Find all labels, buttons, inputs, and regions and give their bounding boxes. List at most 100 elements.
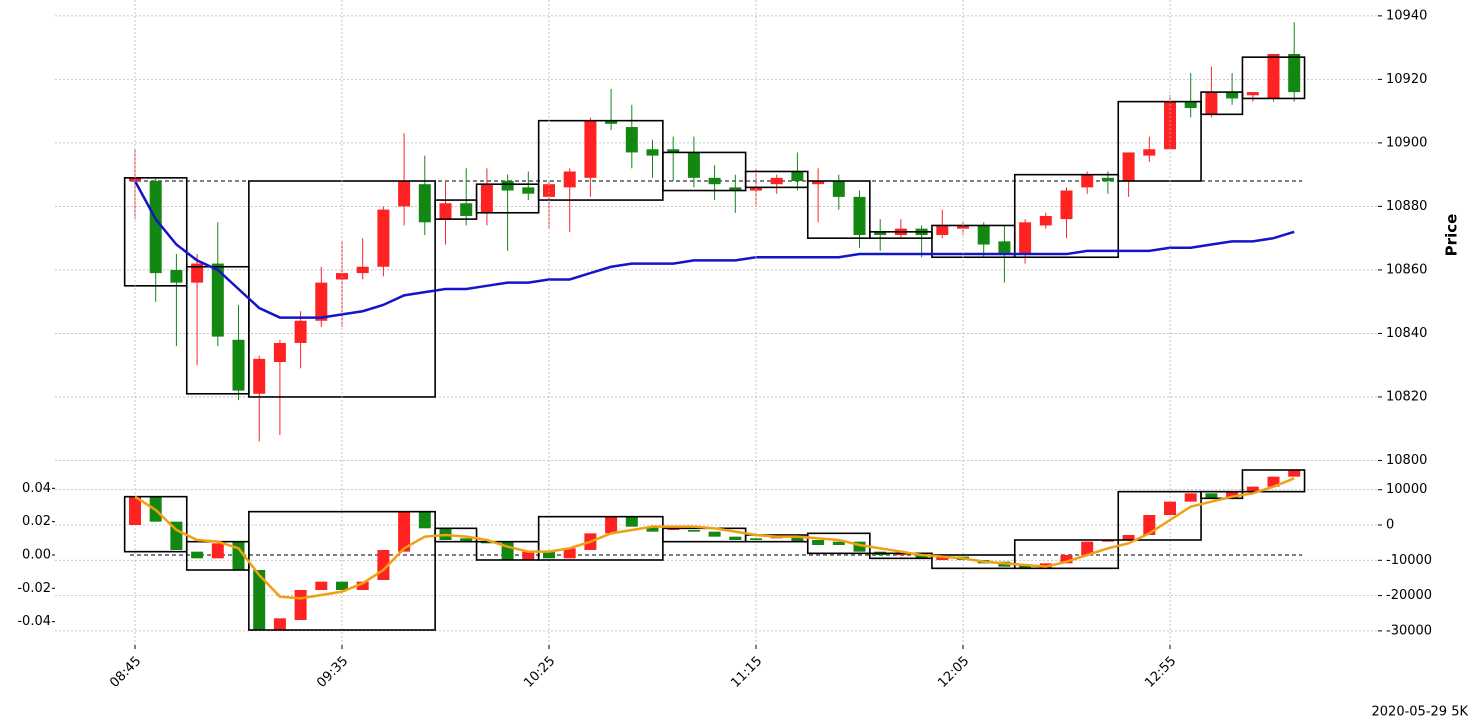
candle-body bbox=[418, 184, 431, 223]
range-box bbox=[1241, 56, 1306, 100]
candle-body bbox=[1205, 92, 1218, 115]
candle-body bbox=[1039, 215, 1052, 226]
candle-body bbox=[501, 541, 514, 560]
candle-body bbox=[646, 149, 659, 156]
indicator-line bbox=[134, 477, 1295, 600]
range-box bbox=[1013, 173, 1120, 259]
candle-body bbox=[543, 551, 555, 559]
candle-body bbox=[1226, 491, 1239, 499]
indicator-line bbox=[133, 180, 1295, 319]
candle-body bbox=[708, 177, 721, 185]
candle-body bbox=[936, 556, 949, 560]
candle-body bbox=[1184, 493, 1197, 502]
x-tick-label: 08:45 bbox=[107, 654, 144, 691]
candle-body bbox=[667, 528, 680, 530]
candle-body bbox=[480, 184, 493, 213]
candle-body bbox=[1081, 174, 1094, 188]
candle-body bbox=[832, 541, 845, 545]
candle-body bbox=[480, 541, 493, 544]
candle-body bbox=[687, 530, 700, 532]
range-box bbox=[123, 495, 188, 553]
candle-body bbox=[936, 225, 949, 235]
candle-body bbox=[791, 171, 804, 182]
candle-body bbox=[957, 225, 969, 229]
candle-body bbox=[977, 225, 990, 245]
y-tick-label: -0.04 bbox=[17, 614, 51, 629]
candle-body bbox=[129, 496, 141, 525]
candle-body bbox=[874, 231, 887, 235]
y2-tick-label: 0 bbox=[1386, 518, 1394, 533]
candle-body bbox=[522, 551, 535, 560]
range-box bbox=[744, 170, 809, 189]
range-box bbox=[662, 151, 747, 192]
candle-body bbox=[998, 241, 1011, 255]
candle-body bbox=[1246, 92, 1259, 96]
y-tick-label: 10940 bbox=[1386, 8, 1427, 23]
candle-body bbox=[1122, 535, 1135, 540]
range-box bbox=[248, 510, 436, 631]
candle-body bbox=[1101, 177, 1114, 182]
y-tick-label: 10800 bbox=[1386, 453, 1427, 468]
range-box bbox=[806, 532, 871, 555]
candle-body bbox=[439, 203, 452, 220]
y2-tick-label: -20000 bbox=[1386, 588, 1432, 603]
range-box bbox=[123, 177, 188, 287]
range-box bbox=[1241, 469, 1306, 493]
y2-tick-label: 10000 bbox=[1386, 482, 1427, 497]
candle-body bbox=[398, 511, 411, 552]
y-tick-label: 0.02 bbox=[22, 514, 51, 529]
candle-body bbox=[625, 516, 638, 527]
y-tick-label: 10880 bbox=[1386, 199, 1427, 214]
candle-body bbox=[253, 358, 266, 394]
candle-body bbox=[315, 282, 328, 321]
range-box bbox=[1117, 490, 1202, 541]
candle-body bbox=[356, 581, 369, 590]
candle-body bbox=[522, 187, 535, 194]
x-tick-label: 09:35 bbox=[314, 654, 351, 691]
candle-body bbox=[625, 127, 638, 153]
range-box bbox=[806, 180, 871, 239]
candle-body bbox=[232, 339, 245, 391]
candle-body bbox=[336, 581, 348, 590]
candle-body bbox=[563, 548, 576, 559]
caption: 2020-05-29 5K bbox=[1372, 705, 1469, 720]
candle-body bbox=[687, 152, 700, 178]
candle-body bbox=[667, 149, 680, 153]
candle-body bbox=[1226, 92, 1239, 99]
y-tick-label: 0.04 bbox=[22, 481, 51, 496]
y-tick-label: 10840 bbox=[1386, 326, 1427, 341]
candle-body bbox=[1267, 53, 1280, 99]
candle-body bbox=[315, 581, 328, 590]
y-axis-label: Price bbox=[1443, 214, 1461, 257]
candle-body bbox=[211, 543, 224, 559]
candle-body bbox=[1184, 101, 1197, 108]
candle-body bbox=[812, 540, 825, 545]
candle-body bbox=[170, 269, 183, 283]
candle-body bbox=[853, 196, 866, 235]
candle-body bbox=[501, 181, 514, 191]
candle-body bbox=[563, 171, 576, 188]
candle-body bbox=[149, 181, 162, 274]
candle-body bbox=[460, 203, 473, 216]
y-tick-label: 10820 bbox=[1386, 389, 1427, 404]
y-tick-label: 10900 bbox=[1386, 135, 1427, 150]
candle-body bbox=[460, 538, 473, 542]
candle-body bbox=[646, 526, 659, 532]
candle-body bbox=[812, 181, 825, 185]
candle-body bbox=[294, 590, 307, 620]
y-tick-label: -0.02 bbox=[17, 581, 51, 596]
candle-body bbox=[1122, 152, 1135, 182]
range-box bbox=[1013, 539, 1120, 570]
candle-body bbox=[543, 184, 555, 197]
x-tick-label: 11:15 bbox=[728, 654, 765, 691]
candle-body bbox=[398, 181, 411, 207]
candle-body bbox=[1267, 476, 1280, 487]
candle-body bbox=[211, 263, 224, 337]
y2-tick-label: -10000 bbox=[1386, 553, 1432, 568]
x-tick-label: 12:05 bbox=[935, 654, 972, 691]
candle-body bbox=[584, 120, 597, 178]
candle-body bbox=[191, 551, 204, 559]
candle-body bbox=[770, 177, 783, 185]
candle-body bbox=[129, 177, 141, 182]
